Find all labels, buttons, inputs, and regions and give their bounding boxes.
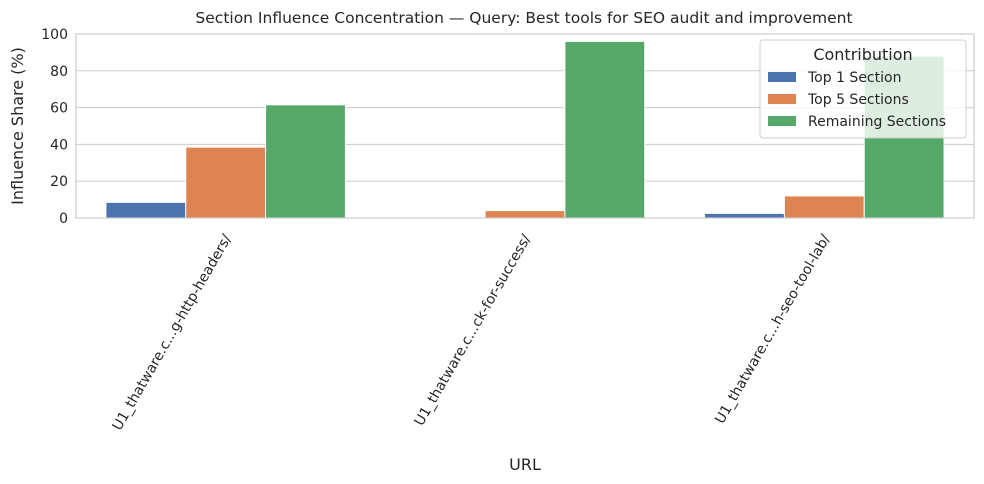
x-tick-label: U1_thatware.c...g-http-headers/	[110, 232, 236, 434]
bar	[783, 195, 865, 219]
legend-title: Contribution	[813, 45, 912, 64]
x-axis-label: URL	[509, 455, 541, 474]
legend-swatch	[768, 94, 796, 104]
bar	[185, 146, 267, 219]
x-axis-ticks: U1_thatware.c...g-http-headers/U1_thatwa…	[110, 232, 834, 434]
y-tick-label: 80	[50, 64, 68, 80]
legend-swatch	[768, 116, 796, 126]
plot-frame	[75, 33, 975, 219]
bar	[704, 212, 785, 219]
y-axis-ticks: 0 20 40 60 80 100	[41, 27, 68, 227]
bar	[484, 210, 566, 219]
y-tick-label: 60	[50, 101, 68, 117]
legend: Contribution Top 1 Section Top 5 Sections…	[759, 39, 967, 139]
y-axis-label: Influence Share (%)	[8, 47, 27, 205]
y-tick-label: 20	[50, 174, 68, 190]
chart-title: Section Influence Concentration — Query:…	[195, 9, 852, 27]
bar	[564, 40, 646, 219]
legend-box	[759, 39, 967, 139]
bar	[265, 104, 346, 219]
bar	[105, 201, 187, 219]
y-tick-label: 100	[41, 27, 68, 43]
y-tick-label: 0	[59, 211, 68, 227]
legend-label: Top 1 Section	[807, 70, 901, 86]
legend-items: Top 1 Section Top 5 Sections Remaining Sec…	[768, 70, 946, 130]
legend-label: Top 5 Sections	[807, 92, 909, 108]
y-tick-label: 40	[50, 137, 68, 153]
x-tick-label: U1_thatware.c...h-seo-tool-lab/	[712, 232, 834, 427]
x-tick-label: U1_thatware.c...ck-for-success/	[412, 232, 535, 429]
legend-label: Remaining Sections	[808, 114, 946, 130]
legend-swatch	[768, 72, 796, 82]
